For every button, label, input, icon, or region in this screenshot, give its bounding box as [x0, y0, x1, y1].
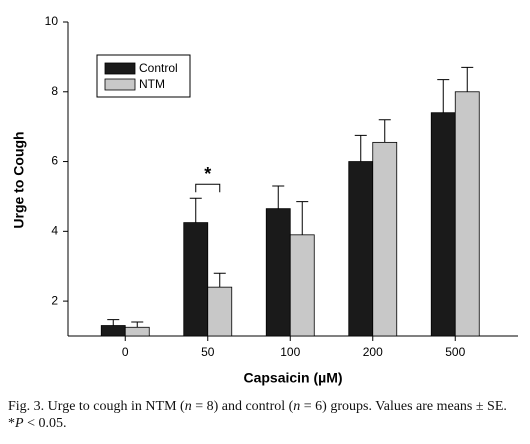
- annotation: *: [204, 164, 211, 184]
- error-bar: [354, 134, 367, 162]
- caption: Fig. 3. Urge to cough in NTM (n = 8) and…: [8, 398, 523, 432]
- caption-text: < 0.05.: [23, 416, 67, 431]
- bar: [348, 161, 374, 337]
- caption-text: Fig. 3. Urge to cough in NTM (: [8, 399, 185, 414]
- legend-label: Control: [139, 61, 178, 75]
- caption-text: n: [293, 399, 301, 414]
- bar: [372, 141, 398, 337]
- y-axis-label: Urge to Cough: [11, 131, 27, 228]
- bar: [100, 325, 126, 337]
- bar: [265, 208, 291, 337]
- caption-text: = 6) groups. Values are means ± SE. *: [8, 399, 507, 431]
- x-tick-label: 100: [280, 345, 300, 359]
- x-tick-label: 200: [363, 345, 383, 359]
- legend-label: NTM: [139, 77, 165, 91]
- y-tick-label: 10: [45, 14, 59, 28]
- bar: [454, 91, 480, 337]
- bar: [124, 326, 150, 337]
- y-tick-label: 4: [51, 224, 58, 238]
- x-tick-label: 500: [445, 345, 465, 359]
- error-bar: [378, 119, 391, 143]
- caption-text: n: [184, 399, 192, 414]
- error-bar: [296, 201, 309, 235]
- x-axis-label: Capsaicin (µM): [243, 370, 342, 386]
- significance-bracket: [195, 183, 221, 193]
- legend-swatch: [104, 62, 136, 75]
- error-bar: [272, 185, 285, 209]
- caption-text: = 8) and control (: [191, 399, 294, 414]
- y-tick-label: 2: [51, 293, 58, 307]
- y-tick-label: 6: [51, 154, 58, 168]
- error-bar: [107, 319, 120, 326]
- x-tick-label: 0: [122, 345, 129, 359]
- legend-swatch: [104, 78, 136, 91]
- caption-text: P: [15, 416, 24, 431]
- error-bar: [213, 272, 226, 288]
- bar: [289, 234, 315, 337]
- bar: [430, 112, 456, 337]
- y-tick-label: 8: [51, 84, 58, 98]
- error-bar: [437, 79, 450, 113]
- bar: [183, 222, 209, 337]
- error-bar: [189, 197, 202, 223]
- x-tick-label: 50: [201, 345, 215, 359]
- error-bar: [461, 66, 474, 92]
- bar: [207, 286, 233, 337]
- error-bar: [131, 321, 144, 328]
